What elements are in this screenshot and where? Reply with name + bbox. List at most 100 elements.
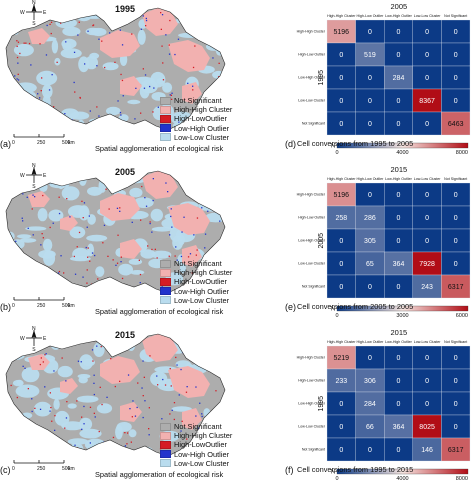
low-high-outlier-dot [31, 398, 33, 400]
high-low-outlier-dot [16, 437, 18, 439]
high-low-outlier-dot [101, 403, 103, 406]
high-low-outlier-dot [178, 181, 180, 183]
legend-label: Low-High Outlier [174, 286, 230, 296]
high-low-outlier-dot [101, 40, 103, 42]
high-high-cluster-patch [142, 334, 178, 362]
high-low-outlier-dot [77, 34, 79, 36]
low-low-cluster-patch [7, 117, 23, 130]
row-axis-label: 2005 [318, 233, 325, 249]
map-caption: Spatial agglomeration of ecological risk [95, 307, 224, 316]
cell-value: 0 [397, 192, 401, 199]
low-high-outlier-dot [49, 392, 51, 394]
cell-value: 364 [393, 424, 405, 431]
low-high-outlier-dot [11, 268, 13, 270]
high-low-outlier-dot [102, 15, 105, 17]
high-low-outlier-dot [12, 272, 14, 274]
high-low-outlier-dot [65, 417, 68, 419]
low-low-cluster-patch [54, 410, 70, 426]
low-high-outlier-dot [198, 194, 200, 196]
row-label: High-High Cluster [297, 356, 326, 360]
low-high-outlier-dot [53, 370, 55, 372]
low-high-outlier-dot [194, 17, 196, 20]
cell-value: 0 [368, 192, 372, 199]
high-low-outlier-dot [215, 390, 217, 392]
row-label: Not Significant [302, 448, 325, 452]
low-high-outlier-dot [98, 38, 100, 40]
row-label: High-Low Outlier [298, 216, 326, 220]
low-high-outlier-dot [22, 193, 24, 195]
cell-value: 0 [454, 378, 458, 385]
high-high-cluster-patch [28, 354, 50, 370]
high-high-cluster-patch [28, 28, 50, 44]
low-high-outlier-dot [74, 287, 76, 289]
low-low-cluster-patch [70, 256, 91, 262]
low-low-cluster-patch [67, 438, 89, 445]
heatmap-caption: Cell conversions from 2005 to 2005 [297, 302, 414, 311]
high-low-outlier-dot [119, 111, 122, 114]
low-low-cluster-patch [15, 384, 40, 398]
low-high-outlier-dot [22, 220, 24, 222]
low-high-outlier-dot [154, 248, 156, 250]
low-high-outlier-dot [52, 222, 54, 224]
cell-value: 8025 [419, 424, 435, 431]
high-low-outlier-dot [207, 210, 209, 212]
high-low-outlier-dot [20, 445, 22, 447]
high-low-outlier-dot [207, 199, 209, 201]
legend-swatch [160, 124, 171, 133]
legend: Not Significant High-High Cluster High-L… [160, 259, 232, 305]
low-high-outlier-dot [165, 182, 167, 184]
cell-value: 5196 [334, 29, 350, 36]
high-low-outlier-dot [176, 364, 178, 366]
low-low-cluster-patch [86, 234, 108, 242]
east-label: E [43, 10, 47, 16]
scale-unit: km [68, 140, 75, 146]
high-low-outlier-dot [50, 32, 52, 35]
row-label: Low-High Outlier [298, 76, 326, 80]
west-label: W [20, 173, 25, 179]
high-low-outlier-dot [116, 262, 119, 264]
low-low-cluster-patch [25, 268, 45, 274]
legend-swatch [160, 450, 171, 459]
map-panel-2015: N S E W 0 250 500 km 2015 Not Significant High-… [0, 326, 280, 489]
legend-swatch [160, 105, 171, 114]
column-label: High-High Cluster [327, 340, 356, 344]
high-high-cluster-patch [168, 40, 210, 72]
scale-tick-label: 500 [62, 303, 71, 309]
low-high-outlier-dot [61, 357, 63, 359]
low-low-cluster-patch [96, 443, 117, 453]
low-high-outlier-dot [94, 416, 96, 418]
high-low-outlier-dot [60, 255, 62, 257]
low-low-cluster-patch [184, 13, 197, 20]
low-low-cluster-patch [150, 208, 163, 222]
low-high-outlier-dot [112, 259, 114, 261]
high-high-cluster-patch [168, 366, 210, 398]
cell-value: 0 [454, 424, 458, 431]
high-low-outlier-dot [161, 418, 163, 420]
high-low-outlier-dot [39, 363, 41, 366]
west-label: W [20, 10, 25, 16]
high-low-outlier-dot [145, 25, 147, 27]
low-low-cluster-patch [96, 403, 113, 414]
low-high-outlier-dot [86, 282, 88, 284]
cell-value: 6463 [448, 121, 464, 128]
low-high-outlier-dot [135, 87, 137, 89]
low-low-cluster-patch [8, 20, 23, 27]
low-high-outlier-dot [210, 337, 212, 339]
north-arrow-icon: N S E W [20, 326, 47, 353]
low-low-cluster-patch [86, 440, 96, 450]
column-label: High-Low Outlier [357, 177, 385, 181]
cell-value: 6317 [448, 447, 464, 454]
low-low-cluster-patch [133, 197, 154, 208]
low-high-outlier-dot [32, 234, 34, 236]
high-low-outlier-dot [170, 208, 172, 210]
column-label: Not Significant [444, 14, 467, 18]
low-high-outlier-dot [86, 226, 88, 228]
high-low-outlier-dot [48, 89, 51, 91]
colorbar [336, 305, 469, 312]
low-high-outlier-dot [191, 272, 193, 274]
high-low-outlier-dot [131, 416, 133, 418]
high-low-outlier-dot [174, 53, 176, 56]
low-low-cluster-patch [10, 8, 20, 16]
low-high-outlier-dot [169, 94, 171, 96]
